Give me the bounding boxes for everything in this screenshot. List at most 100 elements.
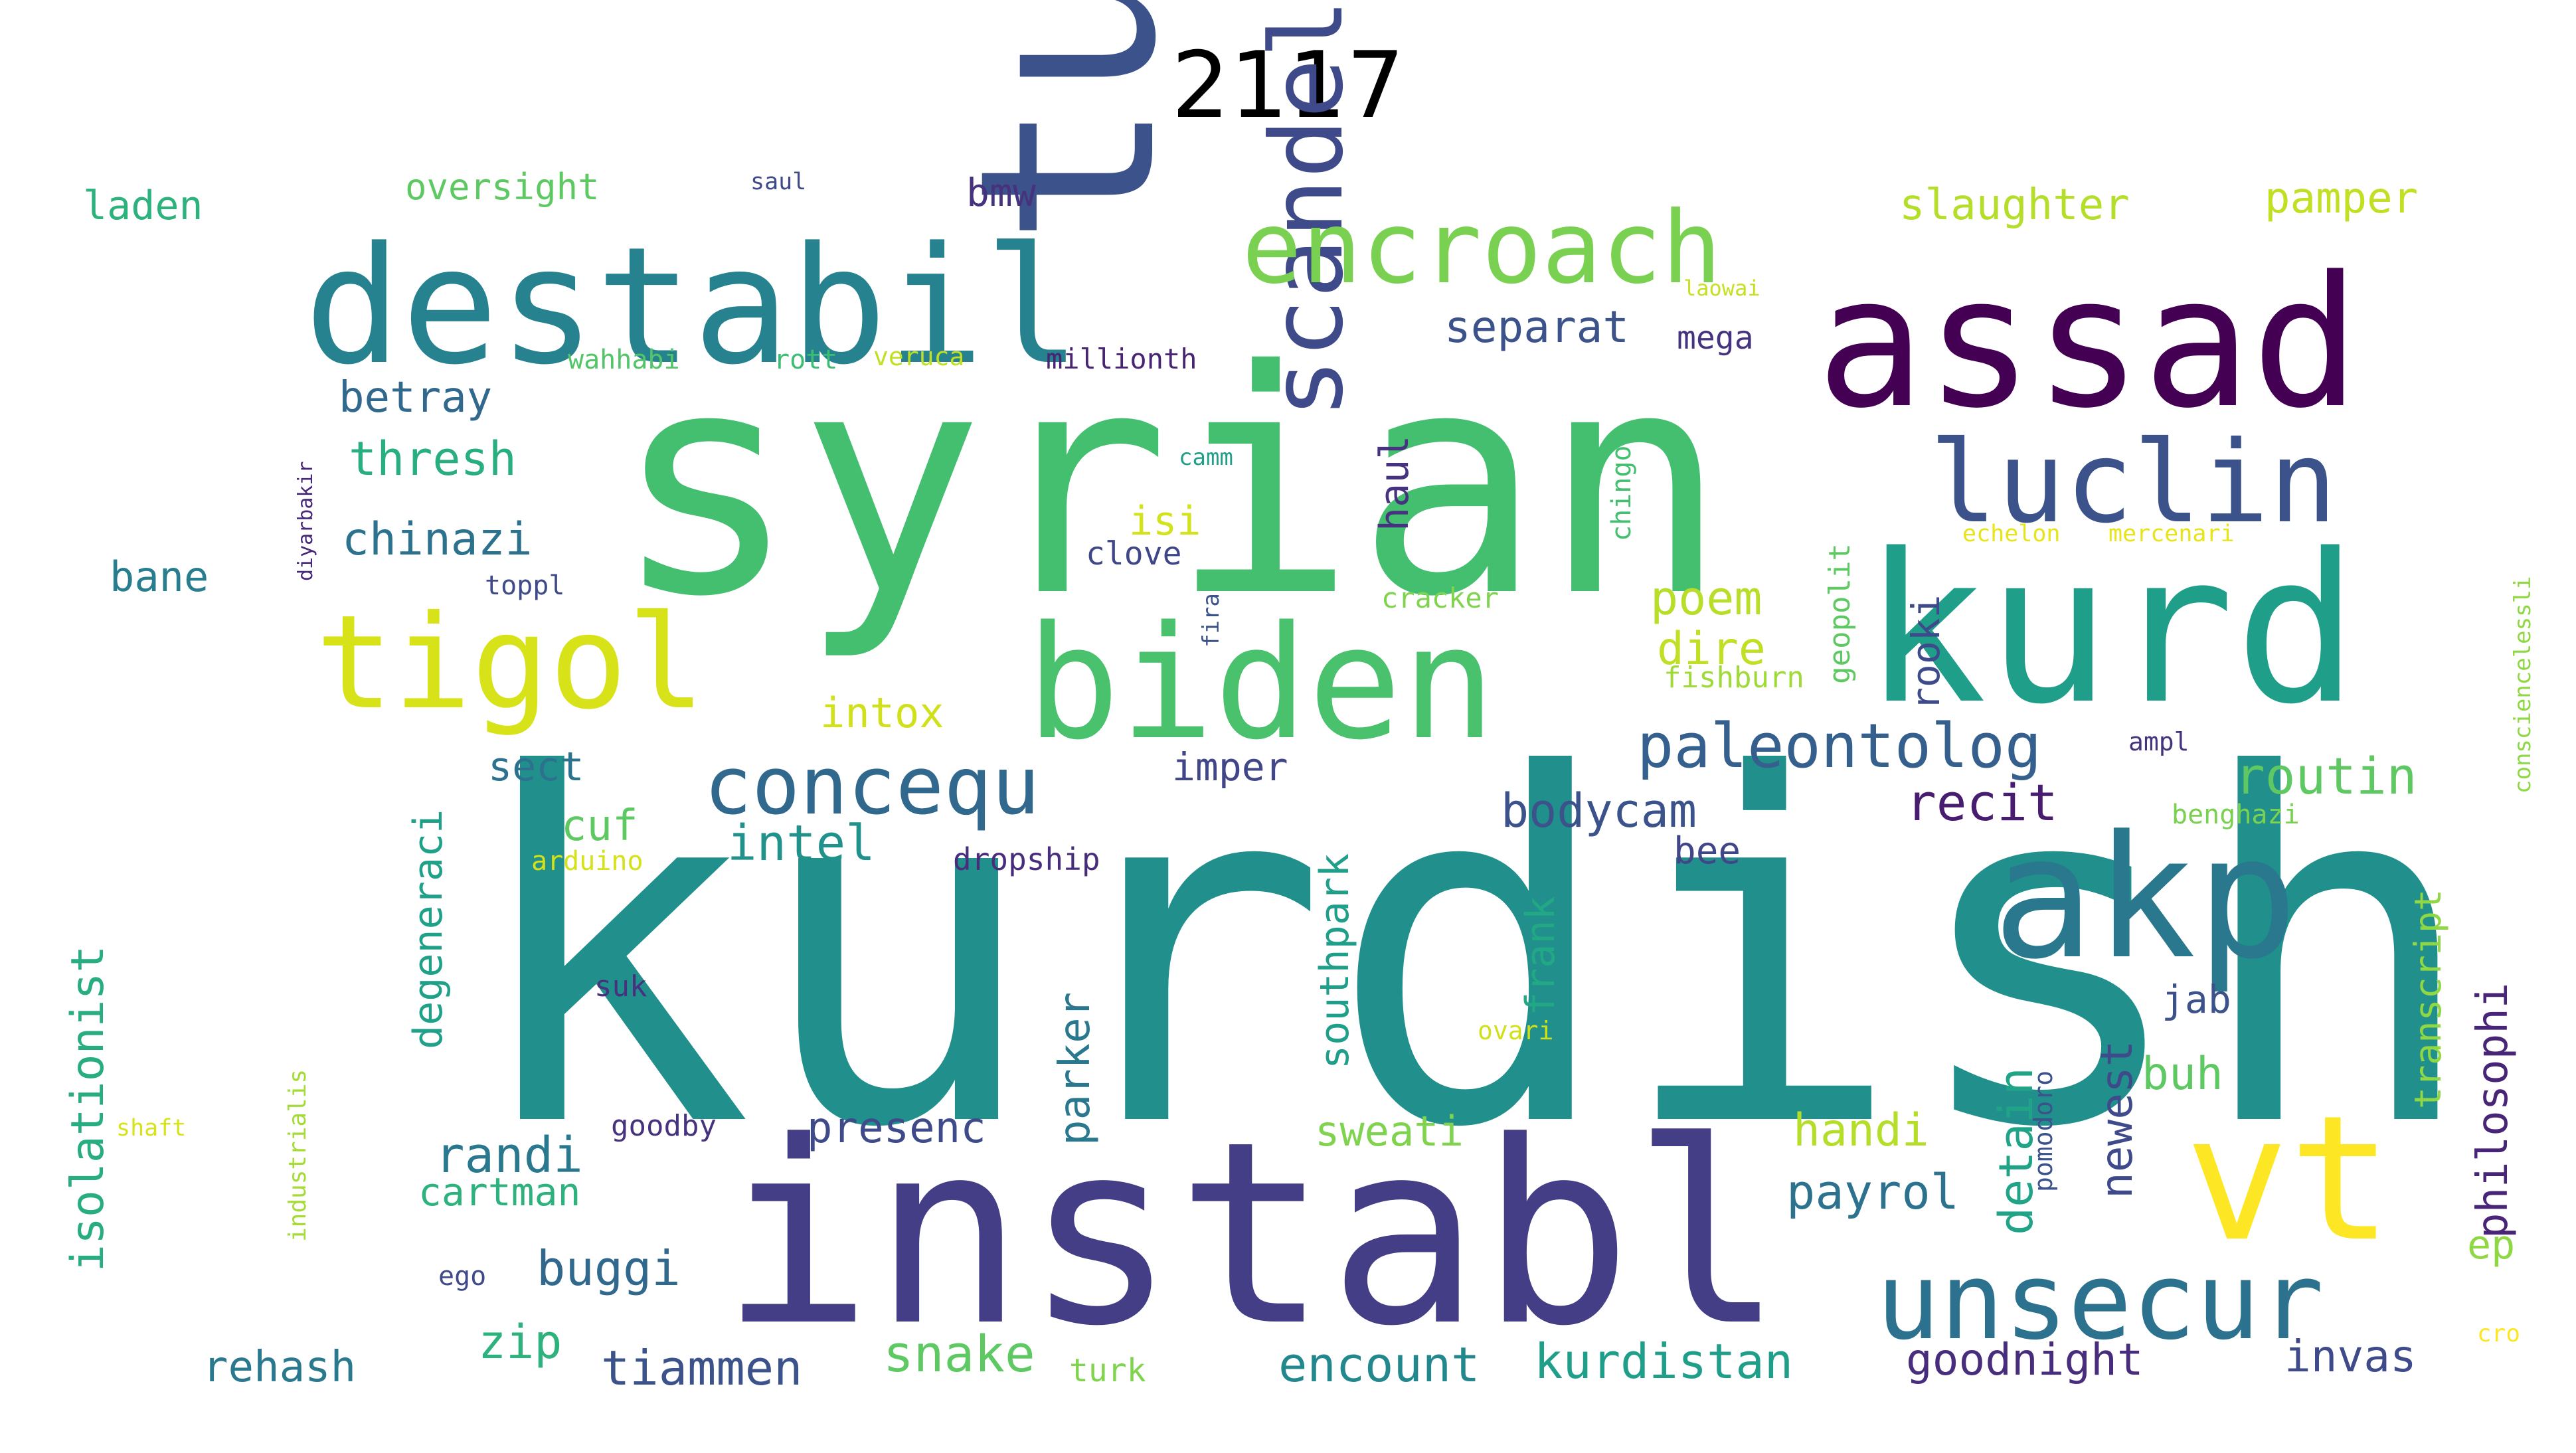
word-kurdish: kurdish <box>465 675 2480 1232</box>
word-vt: vt <box>2185 1079 2393 1280</box>
word-tigol: tigol <box>315 587 705 738</box>
word-consciencelessli: consciencelessli <box>2510 576 2536 794</box>
word-akp: akp <box>1992 800 2298 997</box>
word-tiammen: tiammen <box>601 1340 802 1396</box>
word-imper: imper <box>1172 744 1288 790</box>
word-parker: parker <box>1051 992 1100 1146</box>
word-jab: jab <box>2162 977 2231 1022</box>
word-kurd: kurd <box>1863 510 2359 750</box>
word-pamper: pamper <box>2265 174 2418 223</box>
word-cartman: cartman <box>418 1169 580 1215</box>
word-concequ: concequ <box>704 740 1040 833</box>
word-oversight: oversight <box>405 166 600 208</box>
word-encount: encount <box>1278 1337 1480 1393</box>
word-biden: biden <box>1026 593 1496 774</box>
word-chingon: chingon <box>1606 429 1637 541</box>
word-clove: clove <box>1086 535 1182 572</box>
word-scandel: scandel <box>1250 0 1365 418</box>
word-rott: rott <box>774 345 837 375</box>
word-chinazi: chinazi <box>342 513 533 566</box>
word-ep: ep <box>2467 1222 2515 1268</box>
word-bane: bane <box>110 553 209 601</box>
word-intox: intox <box>820 689 944 737</box>
word-southpark: southpark <box>1312 853 1358 1069</box>
word-payrol: payrol <box>1786 1164 1959 1220</box>
word-intel: intel <box>727 815 875 872</box>
word-shaft: shaft <box>116 1115 186 1142</box>
word-buh: buh <box>2142 1048 2223 1100</box>
word-goodnight: goodnight <box>1906 1334 2144 1385</box>
word-turkish: turkish <box>928 0 1210 246</box>
word-buggi: buggi <box>537 1240 681 1296</box>
word-assad: assad <box>1816 238 2360 448</box>
word-veruca: veruca <box>873 342 964 371</box>
word-goodby: goodby <box>611 1109 717 1143</box>
word-philosophi: philosophi <box>2468 983 2518 1239</box>
word-fira: fira <box>1198 593 1225 647</box>
word-haul: haul <box>1371 436 1418 532</box>
word-industrialis: industrialis <box>284 1069 311 1242</box>
word-destabil: destabil <box>304 213 1081 400</box>
word-bee: bee <box>1674 829 1741 873</box>
word-degeneraci: degeneraci <box>405 810 452 1049</box>
word-unsecur: unsecur <box>1876 1239 2324 1363</box>
word-invas: invas <box>2284 1331 2417 1382</box>
word-laden: laden <box>83 183 203 229</box>
word-suk: suk <box>594 970 647 1003</box>
word-detain: detain <box>1989 1067 2043 1235</box>
word-dire: dire <box>1657 623 1766 675</box>
word-mega: mega <box>1677 319 1754 357</box>
word-mercenari: mercenari <box>2108 521 2235 547</box>
word-rooki: rooki <box>1903 594 1948 711</box>
word-betray: betray <box>339 373 492 422</box>
word-isolationist: isolationist <box>62 946 114 1272</box>
word-pomodoro: pomodoro <box>2029 1070 2058 1192</box>
word-routin: routin <box>2235 746 2417 806</box>
word-syrian: syrian <box>612 304 1728 664</box>
word-presenc: presenc <box>807 1104 986 1153</box>
word-frank: frank <box>1517 896 1564 1016</box>
word-cuf: cuf <box>561 802 638 851</box>
word-snake: snake <box>883 1324 1035 1383</box>
word-cracker: cracker <box>1381 582 1499 614</box>
word-dropship: dropship <box>953 841 1100 877</box>
word-fishburn: fishburn <box>1664 661 1804 695</box>
word-ovari: ovari <box>1478 1016 1553 1045</box>
word-diyarbakir: diyarbakir <box>294 461 317 581</box>
word-millionth: millionth <box>1046 343 1197 375</box>
word-echelon: echelon <box>1962 521 2061 547</box>
word-recit: recit <box>1906 773 2058 832</box>
word-cro: cro <box>2477 1320 2520 1347</box>
word-newest: newest <box>2091 1041 2142 1199</box>
word-transcript: transcript <box>2407 889 2449 1109</box>
word-instabl: instabl <box>721 1087 1784 1381</box>
word-camm: camm <box>1179 444 1233 471</box>
word-ego: ego <box>438 1261 486 1292</box>
word-kurdistan: kurdistan <box>1534 1333 1793 1389</box>
word-bmw: bmw <box>966 170 1036 215</box>
word-bodycam: bodycam <box>1501 784 1697 838</box>
word-toppl: toppl <box>485 570 564 601</box>
word-handi: handi <box>1793 1104 1929 1157</box>
word-slaughter: slaughter <box>1899 181 2130 230</box>
word-wahhabi: wahhabi <box>568 345 680 375</box>
figure-title: 2117 <box>1171 32 1405 139</box>
word-sweati: sweati <box>1315 1107 1464 1155</box>
word-encroach: encroach <box>1242 191 1721 306</box>
word-separat: separat <box>1444 301 1629 353</box>
word-saul: saul <box>750 169 806 195</box>
word-laowai: laowai <box>1683 276 1760 301</box>
word-zip: zip <box>478 1315 562 1369</box>
word-poem: poem <box>1650 571 1762 626</box>
word-isi: isi <box>1129 498 1201 545</box>
word-rehash: rehash <box>203 1343 356 1392</box>
word-geopolit: geopolit <box>1823 543 1857 684</box>
word-turk: turk <box>1069 1352 1146 1389</box>
word-benghazi: benghazi <box>2172 800 2300 830</box>
word-luclin: luclin <box>1929 417 2337 549</box>
word-paleontolog: paleontolog <box>1637 711 2041 782</box>
word-randi: randi <box>435 1127 583 1184</box>
word-sect: sect <box>488 744 584 790</box>
